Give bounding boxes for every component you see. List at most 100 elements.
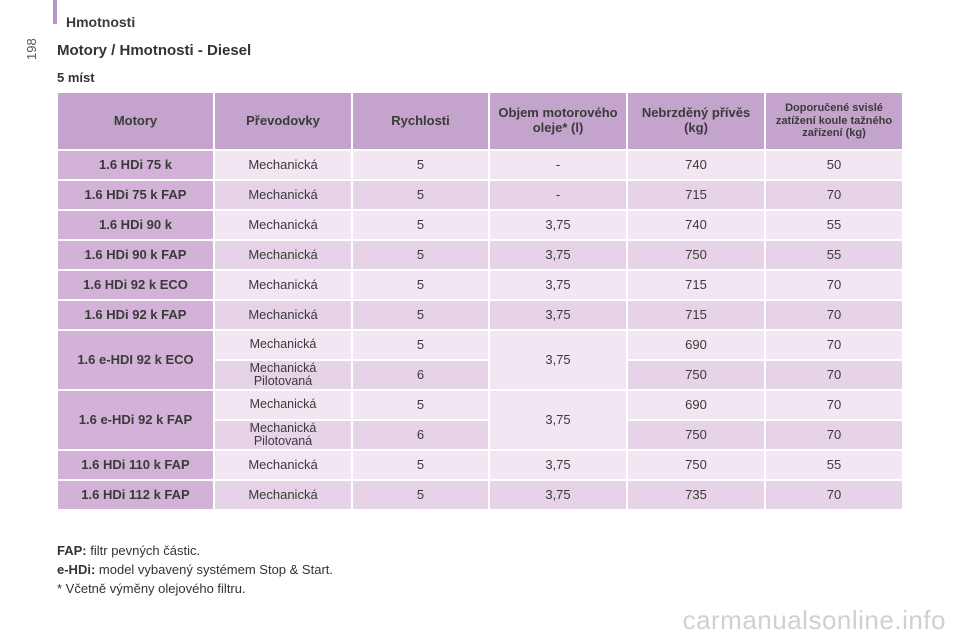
- towball-load-cell: 55: [766, 451, 902, 479]
- table-row: 1.6 HDi 112 k FAP Mechanická 5 3,75 735 70: [58, 481, 902, 509]
- table-row: Mechanická Pilotovaná 6 750 70: [58, 361, 902, 389]
- unbraked-trailer-cell: 735: [628, 481, 764, 509]
- engine-cell: 1.6 HDi 110 k FAP: [58, 451, 213, 479]
- oil-volume-cell: 3,75: [490, 301, 626, 329]
- engine-cell: 1.6 HDi 75 k FAP: [58, 181, 213, 209]
- table-row: 1.6 HDi 75 k FAP Mechanická 5-715 70: [58, 181, 902, 209]
- towball-load-cell: 70: [766, 391, 902, 419]
- speeds-cell: 5: [353, 271, 488, 299]
- speeds-cell: 5: [353, 241, 488, 269]
- note-fap-term: FAP:: [57, 543, 87, 558]
- gearbox-cell: Mechanická: [215, 331, 351, 359]
- towball-load-cell: 50: [766, 151, 902, 179]
- oil-volume-cell: 3,75: [490, 481, 626, 509]
- speeds-cell: 5: [353, 151, 488, 179]
- gearbox-cell: Mechanická: [215, 301, 351, 329]
- abbreviation-notes: FAP: filtr pevných částic. e-HDi: model …: [57, 541, 333, 579]
- column-header-gearbox: Převodovky: [215, 93, 351, 149]
- gearbox-cell: Mechanická Pilotovaná: [215, 361, 351, 389]
- table-header-row: Motory Převodovky Rychlosti Objem motoro…: [58, 93, 902, 149]
- speeds-cell: 5: [353, 331, 488, 359]
- unbraked-trailer-cell: 750: [628, 451, 764, 479]
- weights-table: Motory Převodovky Rychlosti Objem motoro…: [56, 91, 904, 511]
- speeds-cell: 5: [353, 451, 488, 479]
- gearbox-cell: Mechanická Pilotovaná: [215, 421, 351, 449]
- speeds-cell: 5: [353, 391, 488, 419]
- oil-volume-cell: 3,75: [490, 391, 626, 449]
- oil-volume-cell: 3,75: [490, 241, 626, 269]
- towball-load-cell: 70: [766, 301, 902, 329]
- speeds-cell: 5: [353, 481, 488, 509]
- speeds-cell: 6: [353, 421, 488, 449]
- section-accent-bar: [53, 0, 57, 24]
- table-row: 1.6 e-HDi 92 k FAP Mechanická 5 3,75 690 70: [58, 391, 902, 449]
- speeds-cell: 5: [353, 301, 488, 329]
- speeds-cell: 5: [353, 181, 488, 209]
- unbraked-trailer-cell: 740: [628, 151, 764, 179]
- note-ehdi: e-HDi: model vybavený systémem Stop & St…: [57, 560, 333, 579]
- engine-cell: 1.6 e-HDI 92 k ECO: [58, 331, 213, 389]
- towball-load-cell: 55: [766, 211, 902, 239]
- gearbox-cell: Mechanická: [215, 241, 351, 269]
- oil-volume-cell: 3,75: [490, 211, 626, 239]
- engine-cell: 1.6 HDi 112 k FAP: [58, 481, 213, 509]
- gearbox-cell: Mechanická: [215, 211, 351, 239]
- engine-cell: 1.6 HDi 90 k: [58, 211, 213, 239]
- table-row: 1.6 HDi 92 k ECO Mechanická 5 3,75 715 70: [58, 271, 902, 299]
- oil-footnote: * Včetně výměny olejového filtru.: [57, 581, 246, 596]
- watermark: carmanualsonline.info: [682, 605, 946, 635]
- towball-load-cell: 70: [766, 331, 902, 359]
- note-fap: FAP: filtr pevných částic.: [57, 541, 333, 560]
- page-title: Motory / Hmotnosti - Diesel: [57, 42, 252, 59]
- unbraked-trailer-cell: 690: [628, 331, 764, 359]
- towball-load-cell: 70: [766, 361, 902, 389]
- engine-cell: 1.6 HDi 92 k ECO: [58, 271, 213, 299]
- towball-load-cell: 55: [766, 241, 902, 269]
- column-header-speeds: Rychlosti: [353, 93, 488, 149]
- table-row: Mechanická Pilotovaná 6 750 70: [58, 421, 902, 449]
- gearbox-cell: Mechanická: [215, 181, 351, 209]
- engine-cell: 1.6 HDi 90 k FAP: [58, 241, 213, 269]
- towball-load-cell: 70: [766, 181, 902, 209]
- table-row: 1.6 HDi 92 k FAP Mechanická 5 3,75 715 70: [58, 301, 902, 329]
- towball-load-cell: 70: [766, 271, 902, 299]
- oil-volume-cell: 3,75: [490, 331, 626, 389]
- towball-load-cell: 70: [766, 421, 902, 449]
- unbraked-trailer-cell: 740: [628, 211, 764, 239]
- column-header-towball-load: Doporučené svislé zatížení koule tažného…: [766, 93, 902, 149]
- table-row: 1.6 HDi 90 k Mechanická 5 3,75 740 55: [58, 211, 902, 239]
- unbraked-trailer-cell: 690: [628, 391, 764, 419]
- table-row: 1.6 e-HDI 92 k ECO Mechanická 5 3,75 690 70: [58, 331, 902, 389]
- speeds-cell: 5: [353, 211, 488, 239]
- note-ehdi-text: model vybavený systémem Stop & Start.: [98, 562, 334, 577]
- gearbox-cell: Mechanická: [215, 151, 351, 179]
- engine-cell: 1.6 e-HDi 92 k FAP: [58, 391, 213, 449]
- section-label: Hmotnosti: [66, 14, 136, 30]
- gearbox-cell: Mechanická: [215, 391, 351, 419]
- table-row: 1.6 HDi 110 k FAP Mechanická 5 3,75 750 55: [58, 451, 902, 479]
- oil-volume-cell: 3,75: [490, 271, 626, 299]
- unbraked-trailer-cell: 715: [628, 301, 764, 329]
- oil-volume-cell: -: [490, 181, 626, 209]
- unbraked-trailer-cell: 750: [628, 421, 764, 449]
- table-row: 1.6 HDi 90 k FAP Mechanická 5 3,75 750 55: [58, 241, 902, 269]
- table-body: 1.6 HDi 75 k Mechanická 5-740 50 1.6 HDi 75 …: [58, 151, 902, 509]
- gearbox-cell: Mechanická: [215, 271, 351, 299]
- unbraked-trailer-cell: 715: [628, 181, 764, 209]
- engine-cell: 1.6 HDi 92 k FAP: [58, 301, 213, 329]
- note-fap-text: filtr pevných částic.: [90, 543, 201, 558]
- column-header-oil-volume: Objem motorového oleje* (l): [490, 93, 626, 149]
- oil-volume-cell: -: [490, 151, 626, 179]
- unbraked-trailer-cell: 715: [628, 271, 764, 299]
- unbraked-trailer-cell: 750: [628, 241, 764, 269]
- column-header-engine: Motory: [58, 93, 213, 149]
- engine-cell: 1.6 HDi 75 k: [58, 151, 213, 179]
- speeds-cell: 6: [353, 361, 488, 389]
- oil-volume-cell: 3,75: [490, 451, 626, 479]
- gearbox-cell: Mechanická: [215, 451, 351, 479]
- table-row: 1.6 HDi 75 k Mechanická 5-740 50: [58, 151, 902, 179]
- column-header-unbraked-trailer: Nebrzděný přívěs (kg): [628, 93, 764, 149]
- unbraked-trailer-cell: 750: [628, 361, 764, 389]
- towball-load-cell: 70: [766, 481, 902, 509]
- note-ehdi-term: e-HDi:: [57, 562, 96, 577]
